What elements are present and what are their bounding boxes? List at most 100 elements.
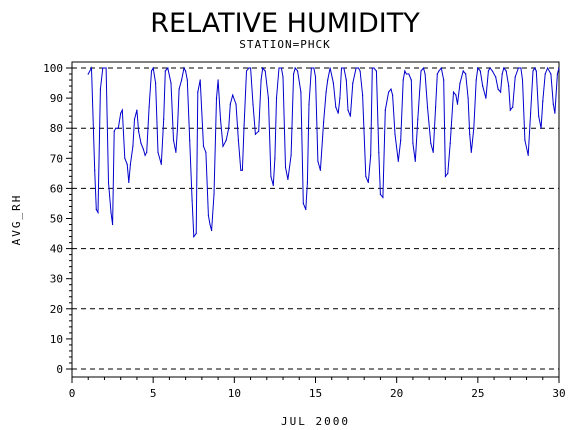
data-point xyxy=(124,157,126,159)
data-point xyxy=(199,79,201,81)
data-point xyxy=(327,79,329,81)
data-point xyxy=(211,229,213,232)
data-point xyxy=(379,193,381,195)
data-point xyxy=(175,151,177,153)
data-point xyxy=(274,157,276,159)
data-point xyxy=(294,67,296,69)
x-tick-label-10: 10 xyxy=(228,387,241,400)
data-point xyxy=(205,151,207,153)
x-axis-label: JUL 2000 xyxy=(281,415,350,428)
data-point xyxy=(397,160,399,162)
data-point xyxy=(475,79,477,81)
data-point xyxy=(197,91,199,93)
data-point xyxy=(501,73,503,75)
data-point xyxy=(355,67,357,69)
data-point xyxy=(287,178,289,180)
data-point xyxy=(497,88,499,90)
data-point xyxy=(132,145,134,147)
data-point xyxy=(500,91,502,93)
y-tick-label-70: 70 xyxy=(50,152,63,165)
data-point xyxy=(172,139,175,141)
data-point xyxy=(550,73,552,75)
data-point xyxy=(170,82,172,84)
data-point xyxy=(215,97,218,99)
data-point xyxy=(402,79,404,81)
data-point xyxy=(217,79,219,81)
data-point xyxy=(310,67,312,69)
data-point xyxy=(87,73,89,75)
y-tick-label-90: 90 xyxy=(50,92,63,105)
data-point xyxy=(482,85,484,87)
x-tick-label-15: 15 xyxy=(309,387,322,400)
data-point xyxy=(509,109,511,111)
data-point xyxy=(365,175,367,177)
data-point xyxy=(357,67,360,69)
data-point xyxy=(275,97,278,99)
data-point xyxy=(272,184,274,186)
data-point xyxy=(155,82,157,84)
data-point xyxy=(140,142,142,144)
data-point xyxy=(142,148,144,150)
data-point xyxy=(542,100,544,102)
data-point xyxy=(489,67,491,69)
avg-rh-series-line xyxy=(87,66,560,238)
data-point xyxy=(473,127,475,129)
data-point xyxy=(435,106,437,108)
data-point xyxy=(110,211,112,214)
data-point xyxy=(491,70,493,72)
data-point xyxy=(163,118,165,120)
data-point xyxy=(370,154,372,156)
data-point xyxy=(505,70,507,72)
data-point xyxy=(438,70,440,72)
data-point xyxy=(148,106,150,108)
data-point xyxy=(325,91,327,93)
data-point xyxy=(126,163,128,165)
data-point xyxy=(245,70,248,72)
data-point xyxy=(520,67,522,69)
data-point xyxy=(417,118,419,120)
data-point xyxy=(237,139,239,141)
chart-subtitle: STATION=PHCK xyxy=(239,38,330,51)
data-point xyxy=(133,118,136,120)
data-point xyxy=(270,175,272,177)
data-point xyxy=(538,115,540,117)
data-point xyxy=(222,145,224,147)
y-tick-label-40: 40 xyxy=(50,243,63,256)
data-point xyxy=(225,139,227,141)
data-point xyxy=(404,70,406,72)
data-point xyxy=(282,76,284,78)
data-point xyxy=(136,109,138,111)
data-point xyxy=(102,67,104,69)
data-point xyxy=(440,67,442,69)
data-point xyxy=(534,67,536,69)
data-point xyxy=(530,112,532,114)
data-point xyxy=(314,76,317,78)
data-point xyxy=(264,70,266,72)
data-point xyxy=(290,154,292,156)
data-point xyxy=(313,67,315,69)
data-point xyxy=(455,94,457,96)
y-tick-label-30: 30 xyxy=(50,273,63,286)
data-point xyxy=(181,79,183,81)
y-tick-label-80: 80 xyxy=(50,122,63,135)
data-point xyxy=(388,91,390,93)
data-point xyxy=(306,181,308,183)
data-point xyxy=(189,139,191,141)
y-axis-label: AVG_RH xyxy=(10,194,23,246)
data-point xyxy=(280,67,282,69)
data-point xyxy=(532,70,534,72)
data-point xyxy=(152,67,154,69)
data-point xyxy=(426,106,429,108)
data-point xyxy=(317,160,319,162)
data-point xyxy=(138,130,140,132)
y-tick-label-100: 100 xyxy=(43,62,63,75)
data-point xyxy=(384,109,386,111)
data-point xyxy=(240,169,242,171)
data-point xyxy=(97,211,99,214)
data-point xyxy=(129,163,131,165)
x-tick-label-0: 0 xyxy=(69,387,76,400)
data-point xyxy=(367,181,369,183)
data-point xyxy=(176,127,179,129)
data-point xyxy=(378,151,380,153)
data-point xyxy=(352,82,354,84)
